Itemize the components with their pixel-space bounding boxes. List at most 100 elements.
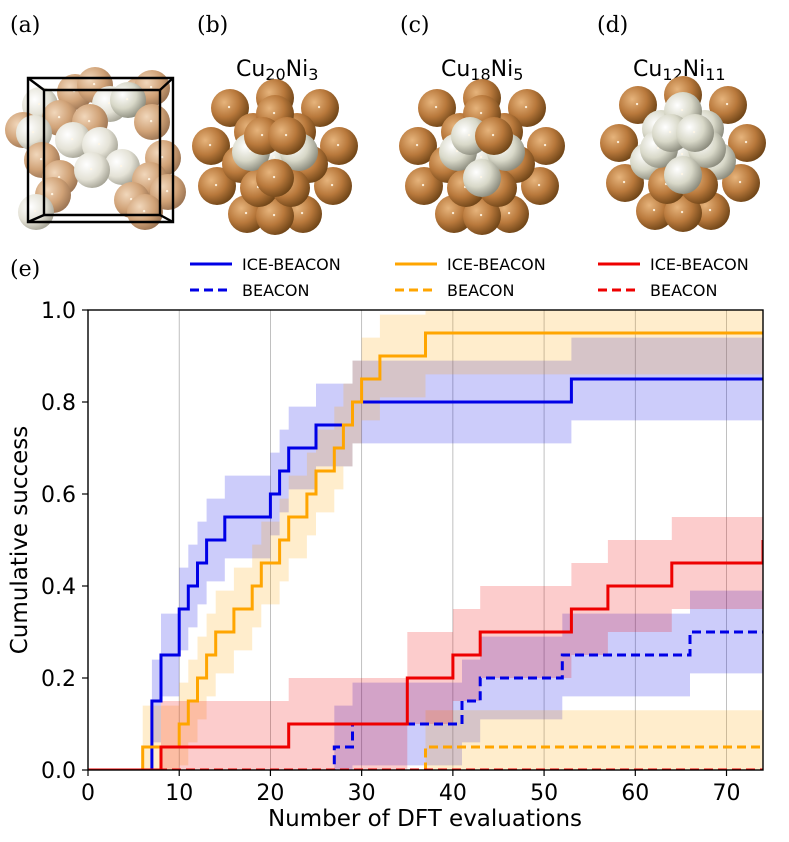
legend-label: BEACON — [242, 281, 309, 300]
atom-highlight — [149, 119, 153, 123]
atom-highlight — [330, 183, 334, 187]
atom-highlight — [160, 155, 164, 159]
cu-atom — [619, 86, 657, 124]
cu-atom — [606, 164, 644, 202]
cu-atom — [256, 197, 294, 235]
atom-highlight — [491, 133, 495, 137]
cu-atom — [728, 124, 766, 162]
cu-atom — [192, 127, 230, 165]
cu-atom — [722, 164, 760, 202]
cu-atom — [418, 89, 456, 127]
atom-highlight — [680, 108, 684, 112]
atom-highlight — [272, 175, 276, 179]
atom-highlight — [284, 133, 288, 137]
legend-label: BEACON — [650, 281, 717, 300]
atom-highlight — [31, 130, 35, 134]
atom-highlight — [119, 164, 123, 168]
atom-highlight — [415, 143, 419, 147]
ni-atom — [664, 156, 702, 194]
series-line-orange-ice-beacon — [88, 331, 763, 770]
y-tick-label: 0.4 — [41, 575, 76, 600]
atom-highlight — [33, 209, 37, 213]
ni-atom — [463, 159, 501, 197]
cu-atom — [475, 117, 513, 155]
atom-highlight — [656, 146, 660, 150]
series-line-blue-beacon — [88, 630, 763, 770]
cu-atom — [134, 104, 170, 140]
atom-highlight — [57, 115, 61, 119]
confidence-band-blue-beacon — [88, 590, 763, 770]
formula-cu18ni5: Cu18Ni5 — [441, 57, 523, 84]
ni-atom — [104, 149, 140, 185]
atom-highlight — [208, 143, 212, 147]
atom-highlight — [248, 149, 252, 153]
panel-label-a: (a) — [10, 13, 40, 38]
atom-highlight — [455, 149, 459, 153]
x-tick-label: 60 — [621, 781, 649, 806]
atom-highlight — [125, 97, 129, 101]
confidence-band-orange-ice-beacon — [88, 310, 763, 770]
atom-highlight — [479, 175, 483, 179]
atom-highlight — [92, 82, 96, 86]
atom-highlight — [57, 175, 61, 179]
cu-atom — [463, 197, 501, 235]
atom-highlight — [479, 213, 483, 217]
cu-atom — [527, 127, 565, 165]
cu-atom — [127, 194, 163, 230]
atom-highlight — [149, 85, 153, 89]
legend-label: ICE-BEACON — [447, 255, 546, 274]
atom-highlight — [635, 102, 639, 106]
x-tick-label: 70 — [713, 781, 741, 806]
atom-highlight — [524, 105, 528, 109]
panel-label-c: (c) — [400, 13, 430, 38]
atom-highlight — [89, 167, 93, 171]
cu-atom — [211, 89, 249, 127]
cell-edge — [159, 213, 174, 224]
panel-label-d: (d) — [597, 13, 628, 38]
atom-highlight — [107, 101, 111, 105]
ni-atom — [676, 114, 714, 152]
cell-edge — [27, 213, 45, 224]
x-tick-label: 30 — [348, 781, 376, 806]
cu-atom — [320, 127, 358, 165]
atom-highlight — [214, 183, 218, 187]
formula-cu12ni11: Cu12Ni11 — [633, 57, 726, 84]
plot-frame — [87, 309, 764, 771]
legend-label: BEACON — [447, 281, 514, 300]
random-structure-cell — [5, 67, 186, 230]
cell-edge — [159, 77, 174, 91]
atom-highlight — [692, 130, 696, 134]
cu-atom — [399, 127, 437, 165]
formula-cu20ni3: Cu20Ni3 — [236, 57, 318, 84]
atom-highlight — [467, 133, 471, 137]
cu-atom — [709, 86, 747, 124]
atom-highlight — [725, 102, 729, 106]
y-axis-label: Cumulative success — [7, 426, 33, 655]
confidence-band-orange-beacon — [88, 710, 763, 770]
cu-atom — [508, 89, 546, 127]
atom-highlight — [479, 155, 483, 159]
atom-highlight — [37, 102, 41, 106]
x-tick-label: 50 — [530, 781, 558, 806]
cu-atom — [314, 167, 352, 205]
series-line-red-ice-beacon — [88, 540, 763, 770]
atom-highlight — [97, 142, 101, 146]
atom-highlight — [537, 183, 541, 187]
atom-highlight — [50, 192, 54, 196]
atom-highlight — [680, 172, 684, 176]
axis-ticks: 0 10 20 30 40 50 60 70 0.0 0.2 0.4 0.6 0.8 1.0 — [41, 299, 741, 806]
atom-highlight — [622, 180, 626, 184]
cluster-cu12ni11 — [600, 76, 766, 232]
x-tick-label: 0 — [81, 781, 95, 806]
atom-highlight — [507, 211, 511, 215]
atom-highlight — [738, 180, 742, 184]
atom-highlight — [272, 155, 276, 159]
legend-label: ICE-BEACON — [650, 255, 749, 274]
atom-highlight — [680, 210, 684, 214]
atom-highlight — [165, 189, 169, 193]
atom-highlight — [227, 105, 231, 109]
atom-highlight — [87, 119, 91, 123]
cu-atom — [664, 194, 702, 232]
cu-atom — [301, 89, 339, 127]
